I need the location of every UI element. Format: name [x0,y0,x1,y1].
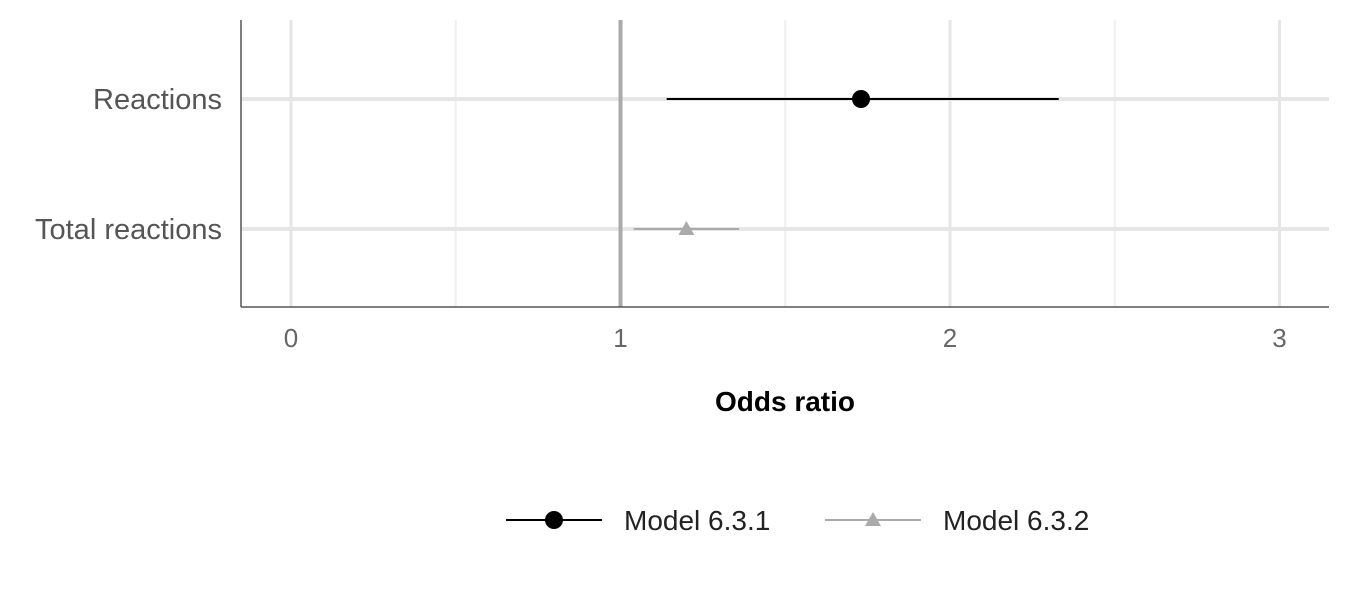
estimate-point [678,221,695,235]
x-tick-label: 2 [943,323,957,353]
legend-item: Model 6.3.2 [825,505,1089,536]
x-tick-label: 3 [1272,323,1286,353]
axes [240,20,1329,308]
x-tick-labels: 0 1 2 3 [284,323,1287,353]
y-tick-labels: Reactions Total reactions [35,84,222,246]
legend-marker [545,511,563,529]
estimate-point [852,90,871,108]
legend-marker [865,512,881,526]
y-tick-label: Total reactions [35,214,222,246]
x-tick-label: 1 [613,323,627,353]
legend-label: Model 6.3.2 [943,505,1089,536]
y-tick-label: Reactions [93,84,222,116]
legend-label: Model 6.3.1 [624,505,770,536]
estimates [633,90,1059,235]
x-axis-title: Odds ratio [715,386,855,417]
grid [241,20,1329,307]
legend: Model 6.3.1 Model 6.3.2 [506,505,1089,536]
legend-item: Model 6.3.1 [506,505,770,536]
x-tick-label: 0 [284,323,298,353]
